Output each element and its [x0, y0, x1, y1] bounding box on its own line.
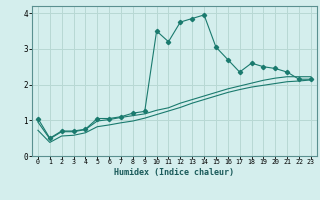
X-axis label: Humidex (Indice chaleur): Humidex (Indice chaleur) — [115, 168, 234, 177]
